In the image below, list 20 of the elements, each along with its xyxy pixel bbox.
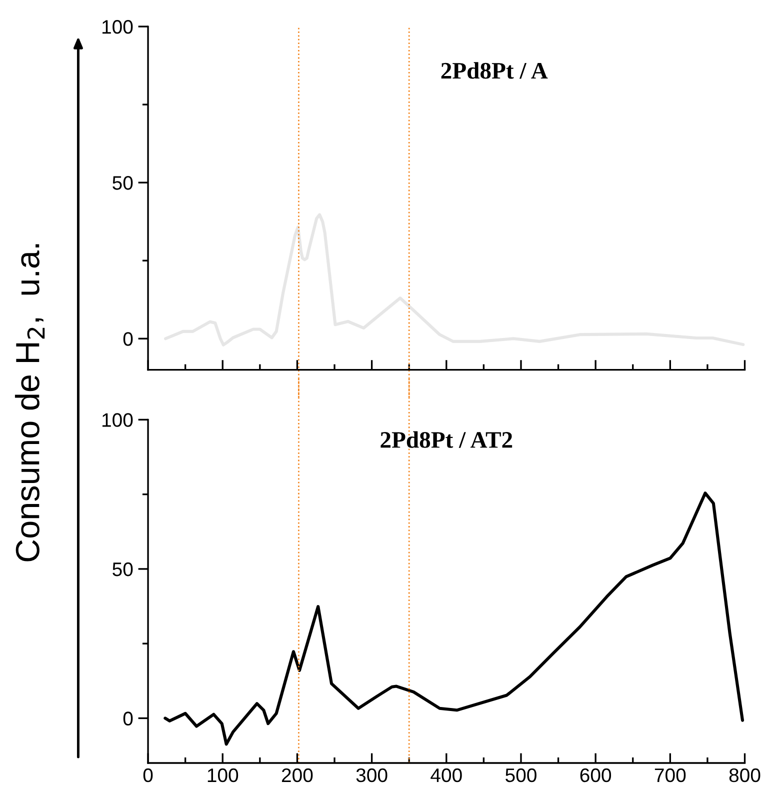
y-tick-label: 50 bbox=[112, 176, 133, 190]
x-tick-label: 0 bbox=[143, 768, 153, 782]
y-tick-label: 50 bbox=[112, 562, 133, 576]
x-tick-label: 700 bbox=[654, 768, 686, 782]
x-tick-label: 500 bbox=[506, 768, 536, 782]
annotation: 2Pd8Pt / AT2 bbox=[380, 431, 512, 448]
x-tick-label: 600 bbox=[580, 768, 612, 782]
line-series bbox=[164, 492, 744, 746]
x-tick-label: 400 bbox=[430, 768, 462, 782]
y-tick-label: 100 bbox=[102, 413, 133, 427]
x-tick-label: 100 bbox=[208, 768, 238, 782]
line-series bbox=[164, 213, 745, 346]
x-tick-label: 200 bbox=[282, 768, 313, 782]
y-tick-label: 100 bbox=[102, 20, 133, 34]
y-tick-label: 0 bbox=[123, 332, 133, 346]
x-tick-label: 300 bbox=[356, 768, 388, 782]
y-axis-title: Consumo de H$_{2}$, u.a. bbox=[14, 244, 45, 562]
y-tick-label: 0 bbox=[123, 712, 133, 726]
annotation: 2Pd8Pt / A bbox=[441, 62, 548, 79]
x-tick-label: 800 bbox=[729, 768, 760, 782]
